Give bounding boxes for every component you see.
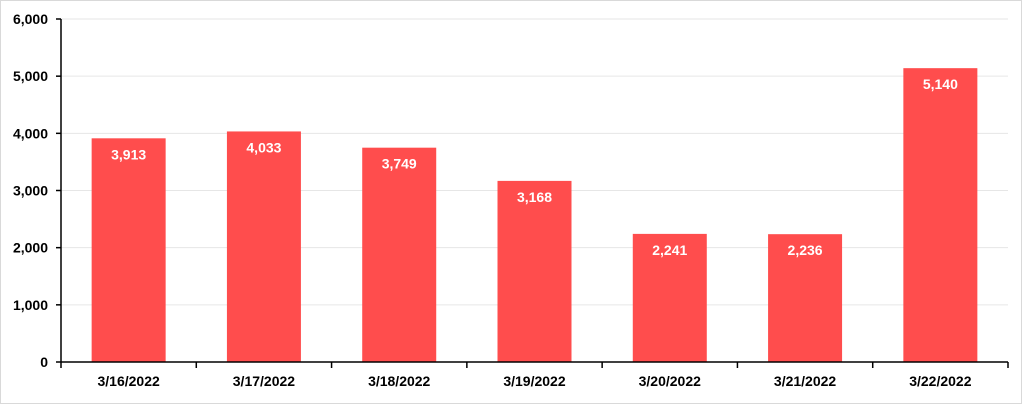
bar (362, 147, 437, 362)
gridlines (61, 18, 1008, 306)
data-labels: 3,913 4,033 3,749 3,168 2,241 2,236 5,140 (111, 76, 958, 258)
x-tick-label: 3/21/2022 (774, 373, 836, 389)
bar (497, 180, 572, 362)
data-label: 2,236 (788, 242, 823, 258)
y-tick-label: 5,000 (13, 68, 48, 84)
x-tick-label: 3/18/2022 (368, 373, 430, 389)
y-tick-label: 2,000 (13, 240, 48, 256)
data-label: 4,033 (246, 139, 281, 155)
y-axis-tick-labels: 0 1,000 2,000 3,000 4,000 5,000 6,000 (13, 11, 48, 370)
bar (768, 234, 843, 362)
y-tick-label: 4,000 (13, 125, 48, 141)
y-tick-label: 6,000 (13, 11, 48, 27)
bar (91, 138, 166, 362)
bars (91, 68, 978, 362)
x-tick-label: 3/17/2022 (233, 373, 295, 389)
axes (56, 18, 1009, 368)
bar (226, 131, 301, 362)
data-label: 2,241 (652, 242, 687, 258)
x-tick-label: 3/20/2022 (639, 373, 701, 389)
data-label: 3,168 (517, 189, 552, 205)
x-tick-label: 3/19/2022 (503, 373, 565, 389)
x-tick-label: 3/16/2022 (97, 373, 159, 389)
y-tick-label: 0 (40, 354, 48, 370)
data-label: 3,913 (111, 146, 146, 162)
bar (903, 68, 978, 362)
data-label: 5,140 (923, 76, 958, 92)
x-axis-tick-labels: 3/16/2022 3/17/2022 3/18/2022 3/19/2022 3/20… (97, 373, 971, 389)
x-tick-label: 3/22/2022 (909, 373, 971, 389)
data-label: 3,749 (382, 156, 417, 172)
bar (632, 233, 707, 362)
y-tick-label: 1,000 (13, 297, 48, 313)
y-tick-label: 3,000 (13, 183, 48, 199)
